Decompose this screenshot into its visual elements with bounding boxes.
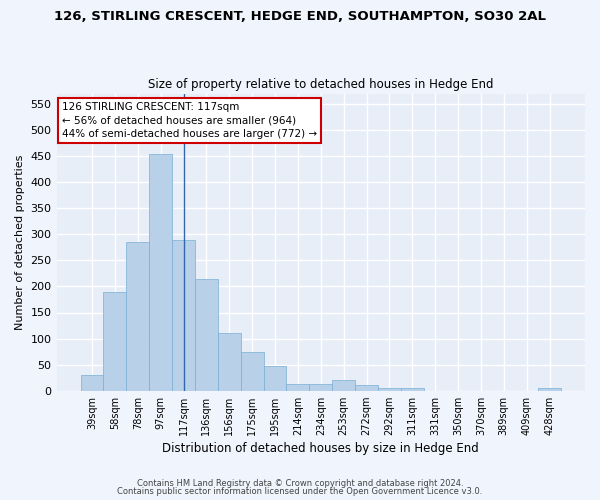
Bar (80, 375, 103, 390)
Bar (401, 388, 424, 390)
Text: Contains HM Land Registry data © Crown copyright and database right 2024.: Contains HM Land Registry data © Crown c… (137, 478, 463, 488)
Bar (149, 154, 172, 390)
Bar (241, 352, 263, 391)
Title: Size of property relative to detached houses in Hedge End: Size of property relative to detached ho… (148, 78, 494, 91)
Bar (127, 242, 149, 390)
Text: 126 STIRLING CRESCENT: 117sqm
← 56% of detached houses are smaller (964)
44% of : 126 STIRLING CRESCENT: 117sqm ← 56% of d… (62, 102, 317, 139)
Bar (332, 380, 355, 390)
Y-axis label: Number of detached properties: Number of detached properties (15, 154, 25, 330)
Bar (218, 334, 241, 390)
Text: 126, STIRLING CRESCENT, HEDGE END, SOUTHAMPTON, SO30 2AL: 126, STIRLING CRESCENT, HEDGE END, SOUTH… (54, 10, 546, 23)
Bar (172, 240, 195, 390)
Bar (378, 388, 401, 390)
Bar (355, 386, 378, 390)
Bar (103, 292, 127, 390)
X-axis label: Distribution of detached houses by size in Hedge End: Distribution of detached houses by size … (163, 442, 479, 455)
Text: Contains public sector information licensed under the Open Government Licence v3: Contains public sector information licen… (118, 488, 482, 496)
Bar (538, 388, 561, 390)
Bar (195, 278, 218, 390)
Bar (263, 366, 286, 390)
Bar (310, 384, 332, 390)
Bar (286, 384, 310, 390)
